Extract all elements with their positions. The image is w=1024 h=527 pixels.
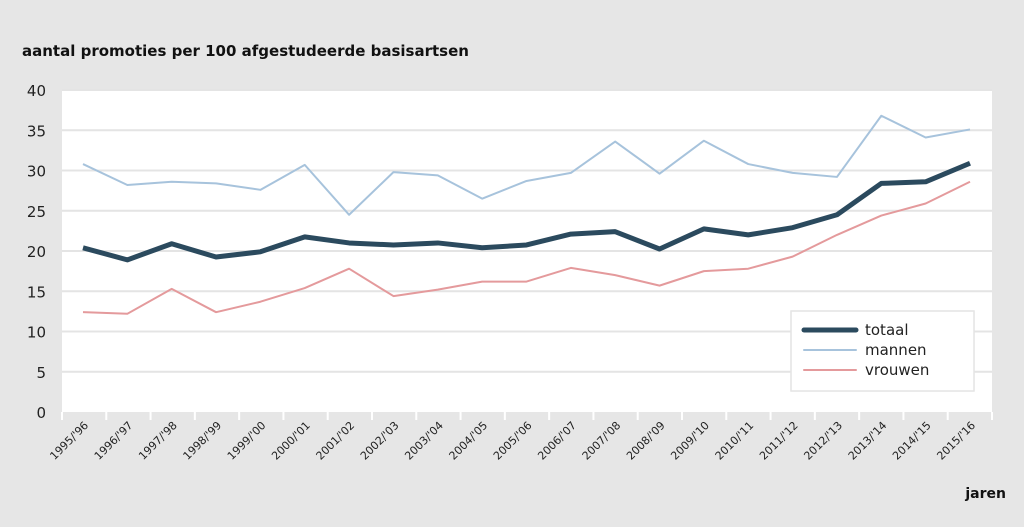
- y-tick-label: 30: [27, 163, 46, 181]
- x-tick-label: 2011/'12: [757, 419, 801, 463]
- legend-label-mannen: mannen: [865, 341, 927, 359]
- x-tick-label: 2015/'16: [934, 419, 978, 463]
- x-tick-label: 2010/'11: [713, 419, 757, 463]
- x-tick-label: 2014/'15: [890, 419, 934, 463]
- chart-title: aantal promoties per 100 afgestudeerde b…: [22, 42, 469, 60]
- x-tick-label: 2012/'13: [801, 419, 845, 463]
- y-tick-label: 5: [36, 364, 46, 382]
- x-tick-label: 2013/'14: [846, 419, 890, 463]
- x-tick-label: 1997/'98: [136, 419, 180, 463]
- y-tick-label: 35: [27, 122, 46, 140]
- y-tick-label: 15: [27, 283, 46, 301]
- x-tick-label: 1998/'99: [181, 419, 225, 463]
- x-tick-label: 1995/'96: [47, 419, 91, 463]
- x-tick-label: 2001/'02: [314, 419, 358, 463]
- x-tick-label: 2007/'08: [580, 419, 624, 463]
- x-tick-label: 1999/'00: [225, 419, 269, 463]
- x-tick-label: 2008/'09: [624, 419, 668, 463]
- y-tick-label: 25: [27, 203, 46, 221]
- x-tick-label: 2000/'01: [269, 419, 313, 463]
- x-tick-label: 2002/'03: [358, 419, 402, 463]
- y-tick-label: 40: [27, 82, 46, 100]
- x-tick-label: 2009/'10: [668, 419, 712, 463]
- x-tick-label: 2006/'07: [535, 419, 579, 463]
- x-tick-label: 2003/'04: [402, 419, 446, 463]
- legend-label-vrouwen: vrouwen: [865, 361, 929, 379]
- x-tick-label: 1996/'97: [92, 419, 136, 463]
- x-tick-label: 2005/'06: [491, 419, 535, 463]
- x-tick-label: 2004/'05: [447, 419, 491, 463]
- y-tick-label: 10: [27, 324, 46, 342]
- x-axis-label: jaren: [965, 486, 1006, 502]
- legend-label-totaal: totaal: [865, 321, 909, 339]
- y-tick-label: 0: [36, 404, 46, 422]
- y-tick-label: 20: [27, 243, 46, 261]
